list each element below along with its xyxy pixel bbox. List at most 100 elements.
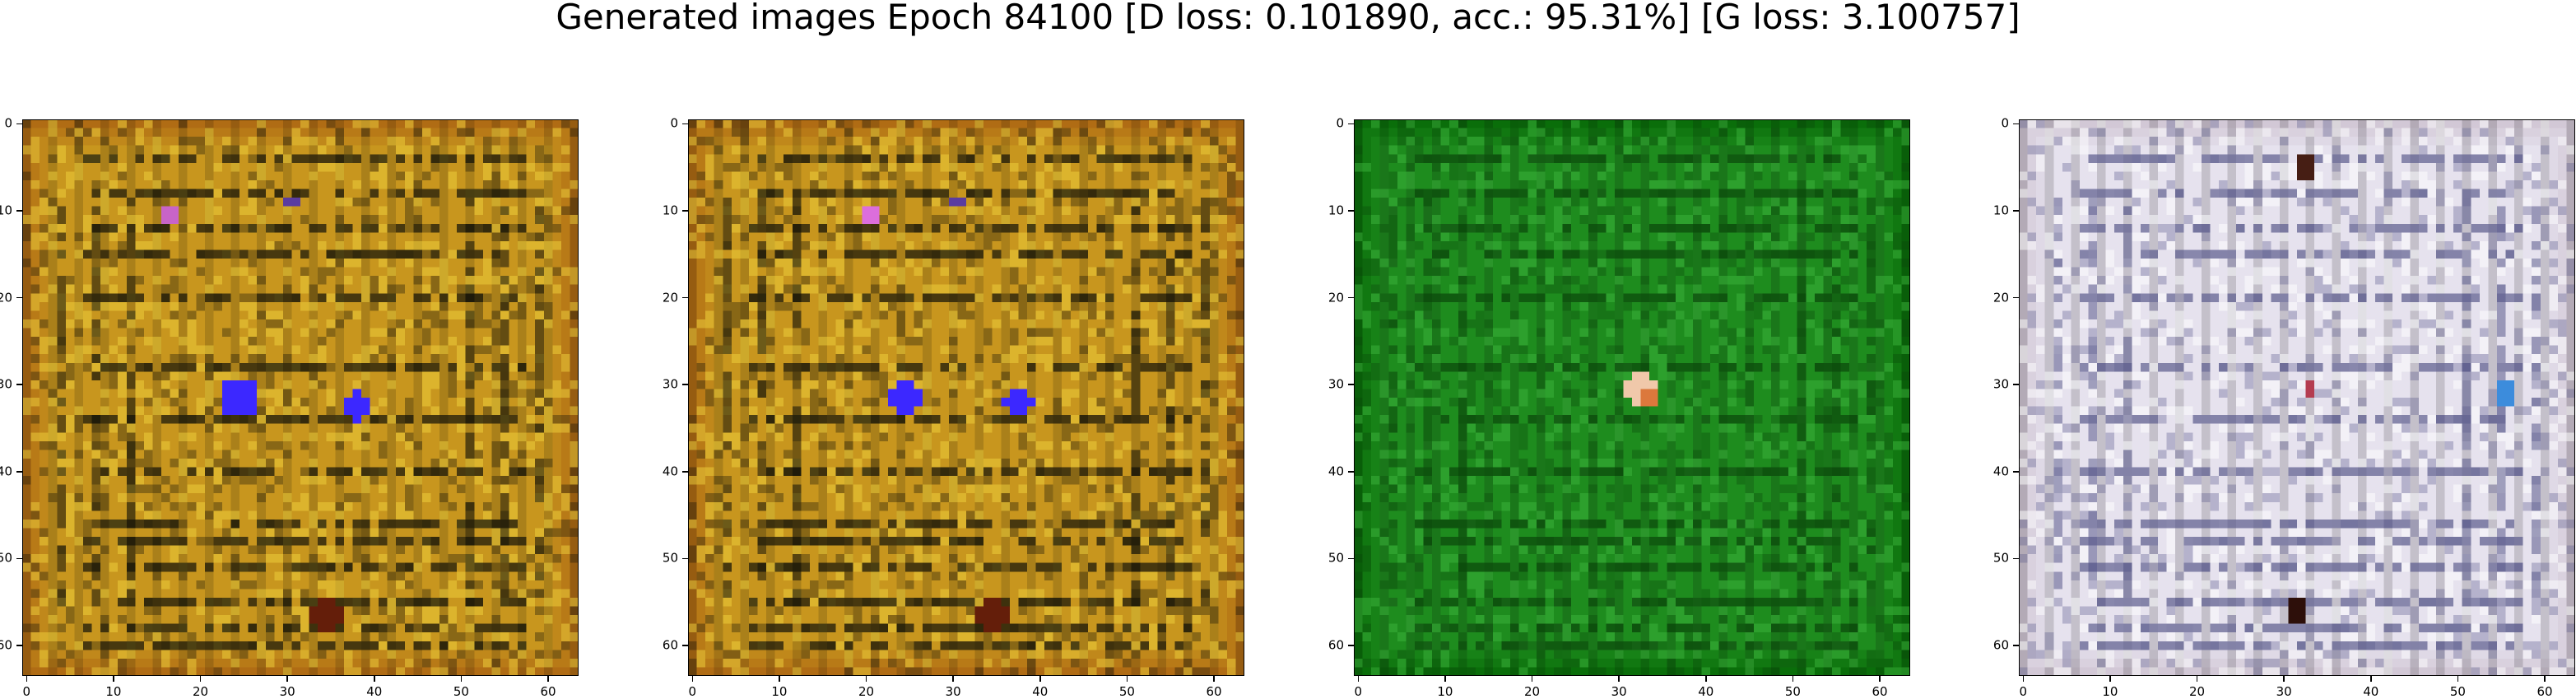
y-tick-mark	[16, 296, 22, 299]
y-tick-label: 60	[662, 637, 678, 653]
x-tick-mark	[1126, 676, 1128, 682]
x-tick-label: 20	[858, 684, 875, 699]
x-tick-mark	[2283, 676, 2285, 682]
y-tick-mark	[1348, 123, 1354, 125]
y-tick-mark	[2013, 471, 2019, 473]
y-tick-label: 60	[0, 637, 12, 653]
y-tick-mark	[2013, 123, 2019, 125]
y-tick-mark	[1348, 384, 1354, 385]
y-tick-mark	[2013, 384, 2019, 385]
y-tick-label: 40	[1328, 464, 1344, 479]
x-tick-mark	[2196, 676, 2198, 682]
y-tick-label: 30	[1328, 376, 1344, 392]
x-tick-label: 0	[688, 684, 697, 699]
y-tick-label: 50	[1992, 550, 2009, 566]
y-tick-label: 40	[0, 464, 12, 479]
x-tick-mark	[460, 676, 463, 682]
figure-title: Generated images Epoch 84100 [D loss: 0.…	[556, 0, 2020, 37]
x-tick-mark	[1618, 676, 1620, 682]
y-tick-mark	[682, 557, 688, 560]
x-tick-mark	[199, 676, 202, 682]
x-tick-mark	[1357, 676, 1360, 682]
y-tick-label: 60	[1992, 637, 2009, 653]
y-tick-label: 30	[1992, 376, 2009, 392]
x-tick-label: 0	[1354, 684, 1363, 699]
x-tick-mark	[2370, 676, 2372, 682]
x-tick-mark	[1792, 676, 1794, 682]
y-tick-mark	[1348, 471, 1354, 473]
y-tick-label: 0	[4, 115, 12, 131]
x-tick-label: 60	[1206, 684, 1222, 699]
image-panel-2: 0 10 20 30 40 50 60 0 10 20 30 40 50 60	[663, 117, 1244, 698]
y-tick-label: 10	[662, 203, 678, 218]
x-tick-label: 60	[1872, 684, 1888, 699]
x-tick-label: 50	[1784, 684, 1801, 699]
y-tick-mark	[16, 210, 22, 212]
y-tick-label: 30	[662, 376, 678, 392]
x-tick-label: 50	[1118, 684, 1135, 699]
y-tick-mark	[2013, 296, 2019, 299]
y-tick-mark	[16, 645, 22, 646]
x-tick-mark	[691, 676, 694, 682]
y-tick-mark	[16, 471, 22, 473]
x-tick-label: 40	[366, 684, 383, 699]
x-tick-label: 30	[945, 684, 961, 699]
x-tick-mark	[2457, 676, 2459, 682]
generated-image-1	[22, 119, 579, 676]
x-tick-label: 20	[1523, 684, 1541, 699]
y-tick-label: 20	[0, 290, 12, 305]
x-tick-label: 0	[22, 684, 31, 699]
y-tick-mark	[1348, 210, 1354, 212]
x-tick-label: 30	[1611, 684, 1627, 699]
x-tick-mark	[1879, 676, 1881, 682]
image-panel-1: 0 10 20 30 40 50 60 0 10 20 30 40 50 60	[0, 117, 579, 698]
x-tick-label: 10	[1437, 684, 1453, 699]
x-tick-label: 10	[771, 684, 788, 699]
x-tick-mark	[26, 676, 28, 682]
y-tick-mark	[16, 384, 22, 385]
x-tick-mark	[286, 676, 288, 682]
y-tick-mark	[2013, 557, 2019, 560]
x-tick-label: 60	[540, 684, 556, 699]
x-tick-label: 40	[2363, 684, 2379, 699]
x-tick-mark	[865, 676, 867, 682]
y-tick-mark	[1348, 557, 1354, 560]
x-tick-label: 30	[2276, 684, 2292, 699]
image-panel-4: 0 10 20 30 40 50 60 0 10 20 30 40 50 60	[1993, 117, 2575, 698]
x-tick-mark	[1705, 676, 1707, 682]
x-tick-mark	[113, 676, 114, 682]
x-tick-mark	[2022, 676, 2025, 682]
x-tick-mark	[2544, 676, 2546, 682]
y-tick-label: 0	[670, 115, 678, 131]
x-tick-mark	[547, 676, 549, 682]
y-tick-mark	[1348, 296, 1354, 299]
y-tick-label: 50	[0, 550, 12, 566]
y-tick-mark	[2013, 210, 2019, 212]
y-tick-mark	[682, 384, 688, 385]
x-tick-mark	[1531, 676, 1533, 682]
generated-image-3	[1354, 119, 1910, 676]
y-tick-label: 20	[662, 290, 678, 305]
generated-image-4	[2019, 119, 2575, 676]
y-tick-mark	[16, 557, 22, 560]
y-tick-label: 60	[1328, 637, 1344, 653]
y-tick-mark	[682, 296, 688, 299]
y-tick-label: 10	[0, 203, 12, 218]
x-tick-label: 20	[2188, 684, 2206, 699]
y-tick-mark	[682, 210, 688, 212]
y-tick-mark	[16, 123, 22, 125]
y-tick-label: 40	[662, 464, 678, 479]
x-tick-mark	[952, 676, 954, 682]
x-tick-mark	[374, 676, 375, 682]
y-tick-label: 40	[1992, 464, 2009, 479]
y-tick-label: 10	[1328, 203, 1344, 218]
x-tick-label: 50	[2449, 684, 2466, 699]
generated-image-2	[688, 119, 1244, 676]
y-tick-label: 20	[1992, 290, 2009, 305]
x-tick-mark	[1039, 676, 1041, 682]
x-tick-label: 40	[1032, 684, 1049, 699]
x-tick-label: 50	[453, 684, 469, 699]
y-tick-label: 0	[2001, 115, 2009, 131]
y-tick-label: 50	[1328, 550, 1344, 566]
x-tick-label: 60	[2536, 684, 2553, 699]
